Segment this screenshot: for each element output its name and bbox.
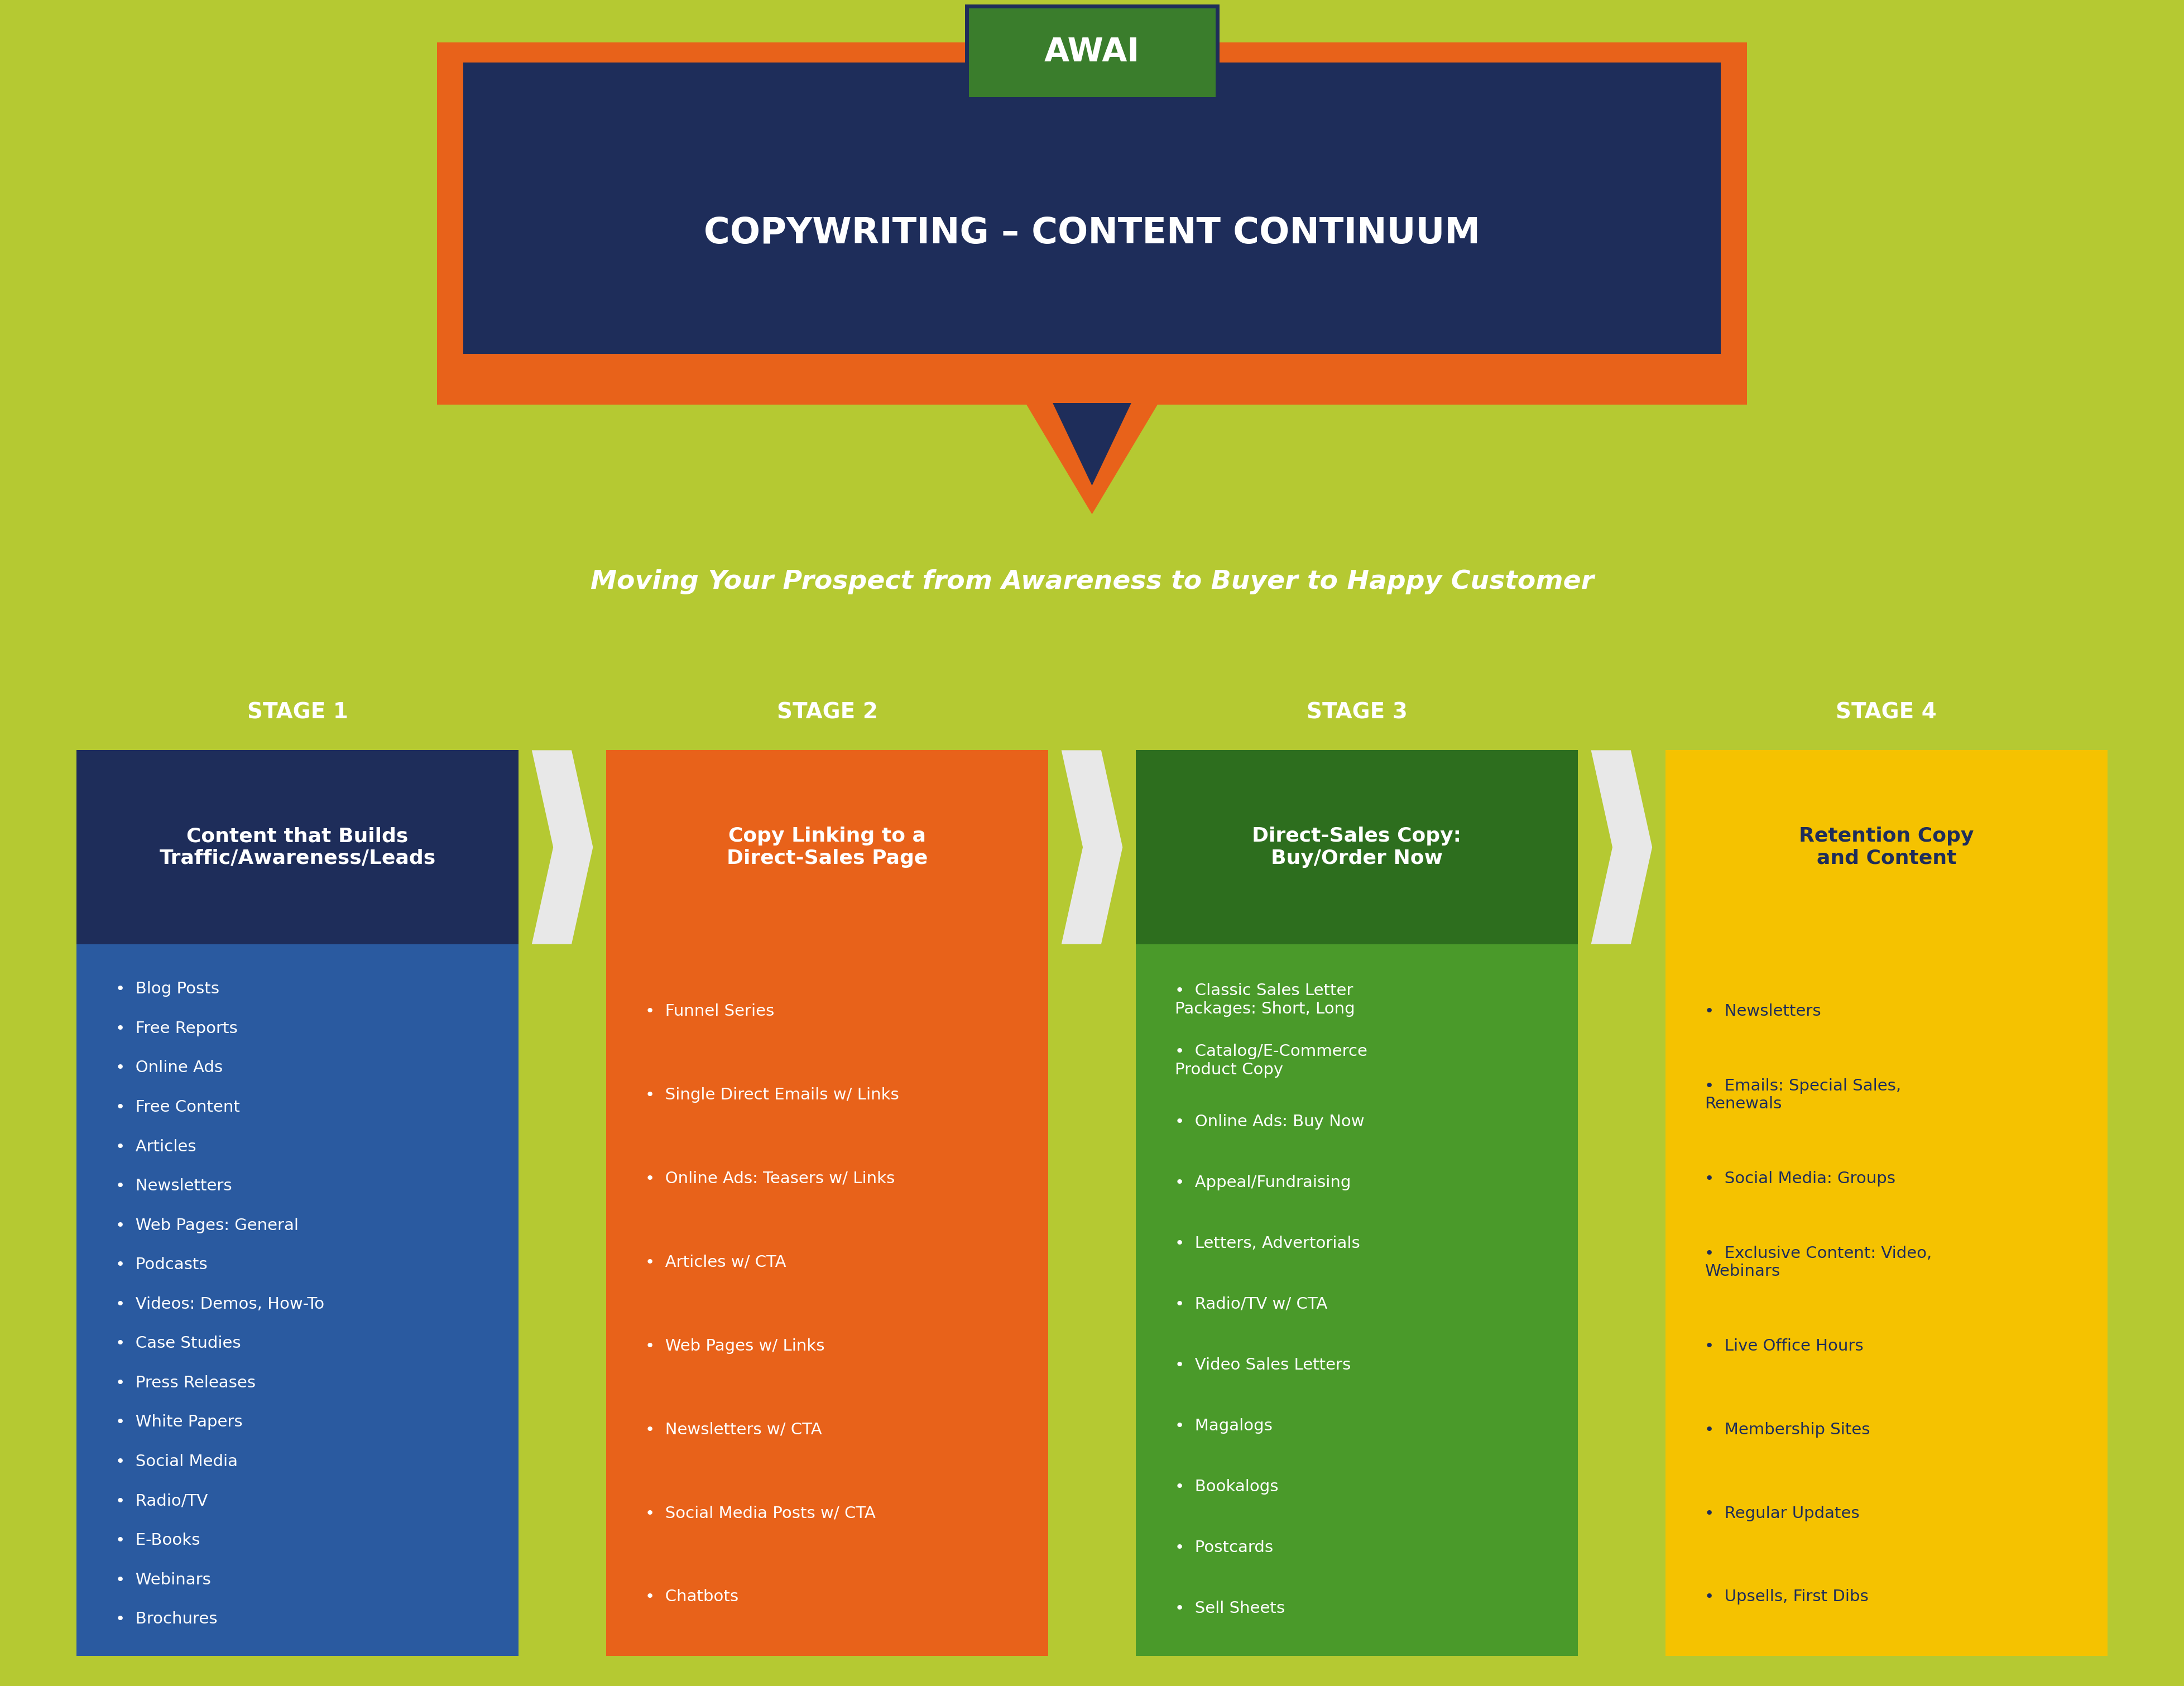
- Text: AWAI: AWAI: [1044, 37, 1140, 67]
- Text: Direct-Sales Copy:
Buy/Order Now: Direct-Sales Copy: Buy/Order Now: [1251, 826, 1461, 868]
- Polygon shape: [1061, 750, 1123, 944]
- Text: •  Appeal/Fundraising: • Appeal/Fundraising: [1175, 1175, 1352, 1190]
- Text: •  Letters, Advertorials: • Letters, Advertorials: [1175, 1236, 1361, 1251]
- Text: •  Upsells, First Dibs: • Upsells, First Dibs: [1706, 1590, 1870, 1605]
- Text: •  Online Ads: • Online Ads: [116, 1060, 223, 1076]
- Text: •  Exclusive Content: Video,
Webinars: • Exclusive Content: Video, Webinars: [1706, 1246, 1933, 1280]
- Text: •  Podcasts: • Podcasts: [116, 1258, 207, 1273]
- Text: •  Magalogs: • Magalogs: [1175, 1418, 1273, 1433]
- Text: •  Newsletters: • Newsletters: [116, 1179, 232, 1194]
- Text: •  Free Reports: • Free Reports: [116, 1020, 238, 1037]
- Text: Content that Builds
Traffic/Awareness/Leads: Content that Builds Traffic/Awareness/Le…: [159, 826, 437, 868]
- Text: •  Radio/TV w/ CTA: • Radio/TV w/ CTA: [1175, 1297, 1328, 1312]
- Text: Retention Copy
and Content: Retention Copy and Content: [1800, 826, 1974, 868]
- Text: •  Bookalogs: • Bookalogs: [1175, 1479, 1278, 1494]
- Text: •  Case Studies: • Case Studies: [116, 1335, 240, 1350]
- Text: •  Articles w/ CTA: • Articles w/ CTA: [646, 1254, 786, 1270]
- Text: •  Catalog/E-Commerce
Product Copy: • Catalog/E-Commerce Product Copy: [1175, 1044, 1367, 1077]
- FancyBboxPatch shape: [1136, 944, 1577, 1656]
- Text: Moving Your Prospect from Awareness to Buyer to Happy Customer: Moving Your Prospect from Awareness to B…: [590, 570, 1594, 593]
- Text: •  Single Direct Emails w/ Links: • Single Direct Emails w/ Links: [646, 1087, 900, 1103]
- Text: STAGE 4: STAGE 4: [1837, 701, 1937, 723]
- Text: •  Social Media: Groups: • Social Media: Groups: [1706, 1170, 1896, 1187]
- Text: •  Videos: Demos, How-To: • Videos: Demos, How-To: [116, 1297, 325, 1312]
- FancyBboxPatch shape: [1666, 750, 2108, 944]
- FancyBboxPatch shape: [437, 42, 1747, 405]
- Text: STAGE 1: STAGE 1: [247, 701, 347, 723]
- Text: •  Social Media Posts w/ CTA: • Social Media Posts w/ CTA: [646, 1506, 876, 1521]
- Text: •  Regular Updates: • Regular Updates: [1706, 1506, 1859, 1521]
- Text: •  Brochures: • Brochures: [116, 1612, 218, 1627]
- Text: •  Web Pages w/ Links: • Web Pages w/ Links: [646, 1339, 826, 1354]
- Text: •  Radio/TV: • Radio/TV: [116, 1494, 207, 1509]
- Text: •  Blog Posts: • Blog Posts: [116, 981, 221, 996]
- Text: •  Video Sales Letters: • Video Sales Letters: [1175, 1357, 1352, 1372]
- Text: Copy Linking to a
Direct-Sales Page: Copy Linking to a Direct-Sales Page: [727, 826, 928, 868]
- Polygon shape: [1026, 405, 1158, 514]
- Text: •  Social Media: • Social Media: [116, 1453, 238, 1470]
- FancyBboxPatch shape: [1666, 944, 2108, 1656]
- FancyBboxPatch shape: [463, 62, 1721, 354]
- Text: COPYWRITING – CONTENT CONTINUUM: COPYWRITING – CONTENT CONTINUUM: [703, 216, 1481, 251]
- Text: •  Articles: • Articles: [116, 1138, 197, 1155]
- Text: STAGE 2: STAGE 2: [778, 701, 878, 723]
- Polygon shape: [533, 750, 594, 944]
- FancyBboxPatch shape: [76, 944, 520, 1656]
- Polygon shape: [1053, 403, 1131, 486]
- Text: •  Online Ads: Teasers w/ Links: • Online Ads: Teasers w/ Links: [646, 1170, 895, 1187]
- Text: •  Membership Sites: • Membership Sites: [1706, 1421, 1870, 1438]
- Text: •  E-Books: • E-Books: [116, 1533, 201, 1548]
- Text: •  Press Releases: • Press Releases: [116, 1376, 256, 1391]
- Text: •  Classic Sales Letter
Packages: Short, Long: • Classic Sales Letter Packages: Short, …: [1175, 983, 1354, 1017]
- Text: •  Newsletters: • Newsletters: [1706, 1003, 1821, 1018]
- Text: •  Online Ads: Buy Now: • Online Ads: Buy Now: [1175, 1114, 1365, 1130]
- FancyBboxPatch shape: [968, 5, 1219, 98]
- Text: •  White Papers: • White Papers: [116, 1415, 242, 1430]
- Text: STAGE 3: STAGE 3: [1306, 701, 1406, 723]
- Text: •  Webinars: • Webinars: [116, 1571, 212, 1588]
- Text: •  Postcards: • Postcards: [1175, 1539, 1273, 1554]
- Text: •  Sell Sheets: • Sell Sheets: [1175, 1600, 1284, 1617]
- Text: •  Free Content: • Free Content: [116, 1099, 240, 1114]
- Text: •  Live Office Hours: • Live Office Hours: [1706, 1339, 1863, 1354]
- Text: •  Emails: Special Sales,
Renewals: • Emails: Special Sales, Renewals: [1706, 1077, 1900, 1111]
- Text: •  Newsletters w/ CTA: • Newsletters w/ CTA: [646, 1421, 821, 1438]
- FancyBboxPatch shape: [1136, 750, 1577, 944]
- Text: •  Web Pages: General: • Web Pages: General: [116, 1217, 299, 1232]
- FancyBboxPatch shape: [76, 750, 520, 944]
- FancyBboxPatch shape: [607, 944, 1048, 1656]
- Text: •  Funnel Series: • Funnel Series: [646, 1003, 775, 1018]
- Polygon shape: [1592, 750, 1653, 944]
- FancyBboxPatch shape: [607, 750, 1048, 944]
- Text: •  Chatbots: • Chatbots: [646, 1590, 738, 1605]
